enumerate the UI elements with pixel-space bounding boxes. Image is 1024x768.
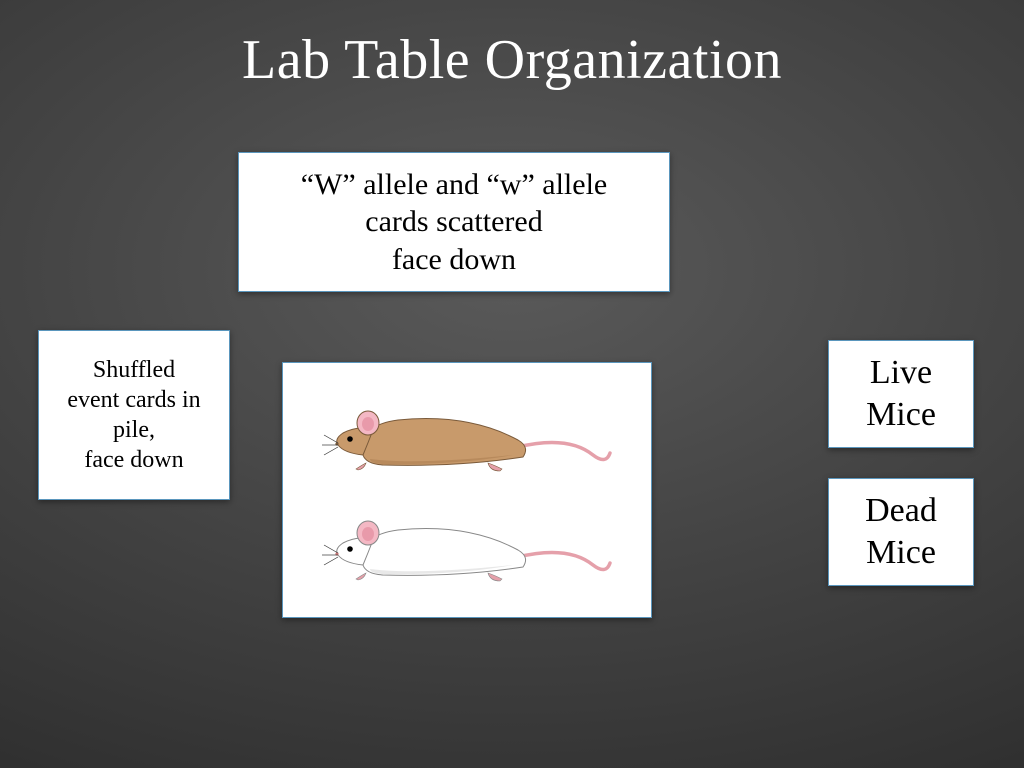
mice-illustration-box bbox=[282, 362, 652, 618]
allele-cards-box: “W” allele and “w” allele cards scattere… bbox=[238, 152, 670, 292]
slide-title: Lab Table Organization bbox=[0, 28, 1024, 92]
allele-cards-text: “W” allele and “w” allele cards scattere… bbox=[301, 166, 607, 279]
dead-mice-box: Dead Mice bbox=[828, 478, 974, 586]
dead-mice-text: Dead Mice bbox=[865, 490, 937, 575]
event-cards-text: Shuffled event cards in pile, face down bbox=[67, 355, 200, 475]
slide: Lab Table Organization “W” allele and “w… bbox=[0, 0, 1024, 768]
tan-mouse-icon bbox=[301, 385, 635, 485]
event-cards-box: Shuffled event cards in pile, face down bbox=[38, 330, 230, 500]
live-mice-box: Live Mice bbox=[828, 340, 974, 448]
live-mice-text: Live Mice bbox=[866, 352, 936, 437]
white-mouse-icon bbox=[301, 495, 635, 595]
